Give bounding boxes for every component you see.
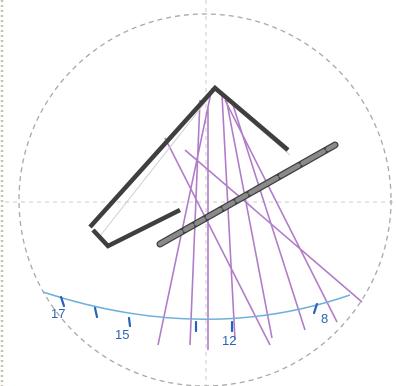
hour-label-15: 15 [115, 327, 129, 342]
hour-tick [127, 316, 132, 328]
sun-path-arc [42, 291, 351, 320]
hour-label-12: 12 [222, 333, 236, 348]
sun-ray [224, 99, 338, 323]
sun-rays [157, 87, 363, 350]
hour-tick [59, 295, 66, 308]
hour-label-8: 8 [321, 311, 328, 326]
sun-ray [221, 94, 236, 341]
horizon-circle [18, 13, 392, 386]
hour-tick [93, 306, 99, 319]
hour-label-17: 17 [51, 306, 65, 321]
gnomon-bar [156, 141, 339, 248]
building-wall-lower [91, 207, 182, 249]
sun-ray [225, 97, 273, 339]
sun-ray [184, 149, 363, 303]
sun-ray [231, 101, 306, 331]
building-outline [88, 84, 290, 249]
gnomon-bar-fill [157, 142, 338, 247]
sun-ray [164, 137, 271, 346]
projection-line [99, 89, 216, 237]
hour-tick [312, 302, 319, 315]
building-wall [88, 84, 290, 229]
sun-ray [157, 87, 213, 346]
hour-ticks [59, 295, 319, 333]
